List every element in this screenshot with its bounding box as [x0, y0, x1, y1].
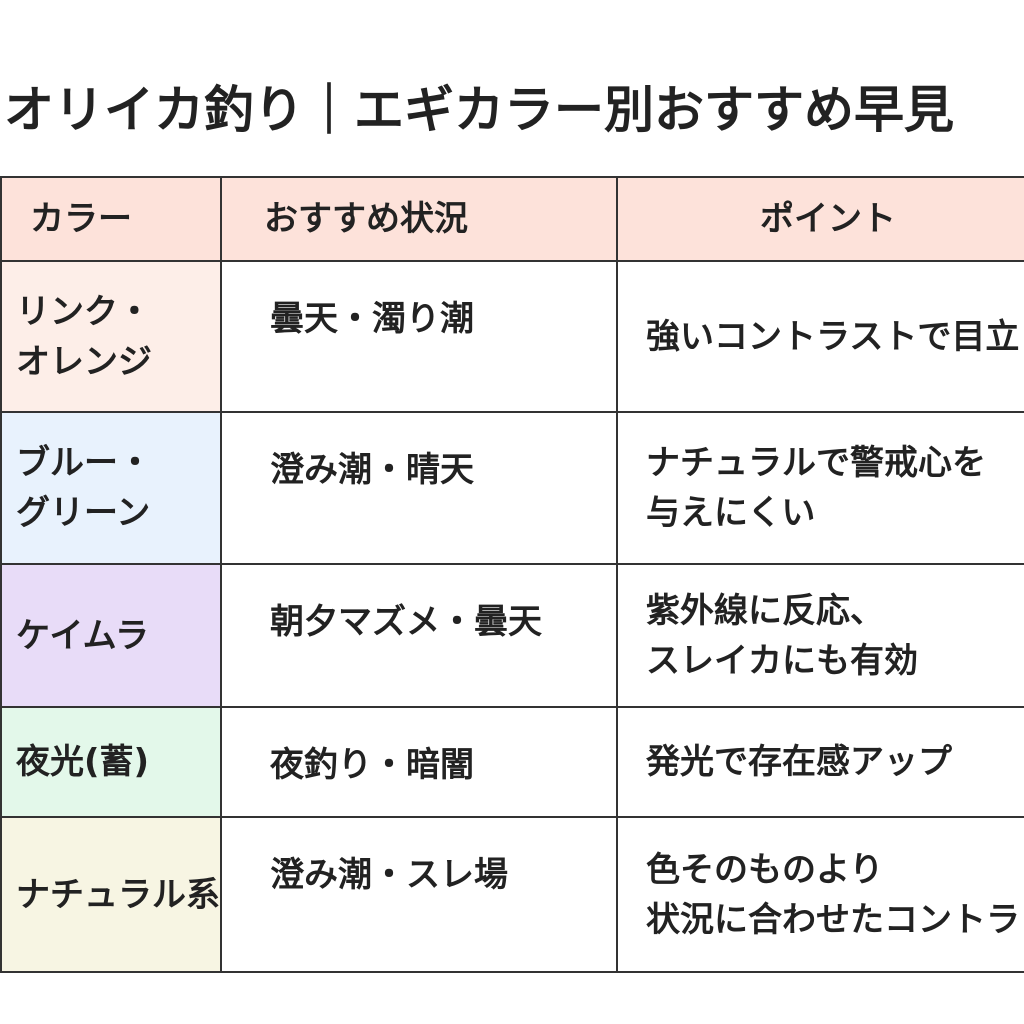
table-cell: ブルー・ グリーン — [0, 411, 222, 565]
cell-text: ナチュラル系 — [16, 874, 220, 915]
cell-text: グリーン — [16, 493, 151, 533]
table-cell: 発光で存在感アップ — [616, 706, 1024, 818]
cell-text: ナチュラルで警戒心を — [646, 443, 986, 483]
table-cell: 色そのものより状況に合わせたコントラ — [616, 816, 1024, 973]
header-cell: おすすめ状況 — [220, 176, 618, 262]
table-cell: ナチュラル系 — [0, 816, 222, 973]
cell-text: ブルー・ — [16, 443, 152, 483]
table-cell: ナチュラルで警戒心を 与えにくい — [616, 411, 1024, 565]
cell-text: 澄み潮・晴天 — [270, 450, 474, 490]
table-cell: 朝夕マズメ・曇天 — [220, 563, 618, 708]
cell-text: 夜光(蓄) — [16, 742, 150, 782]
table-cell: 紫外線に反応、 スレイカにも有効 — [616, 563, 1024, 708]
header-cell: カラー — [0, 176, 222, 262]
cell-text: おすすめ状況 — [264, 199, 468, 239]
cell-text: 曇天・濁り潮 — [270, 299, 474, 339]
table-cell: リンク・ オレンジ — [0, 260, 222, 413]
cell-text: スレイカにも有効 — [646, 640, 918, 681]
table-cell: 澄み潮・晴天 — [220, 411, 618, 565]
cell-text: 色そのものより — [646, 849, 884, 890]
title: オリイカ釣り｜エギカラー別おすすめ早見 — [4, 81, 954, 139]
cell-text: 夜釣り・暗闇 — [270, 745, 474, 785]
table-cell: 強いコントラストで目立 — [616, 260, 1024, 413]
cell-text: 与えにくい — [646, 493, 816, 533]
cell-text: リンク・ — [16, 291, 152, 332]
table-cell: 夜光(蓄) — [0, 706, 222, 818]
cell-text: 朝夕マズメ・曇天 — [270, 602, 542, 642]
cell-text: 発光で存在感アップ — [646, 742, 952, 782]
cell-text: ケイムラ — [16, 615, 149, 656]
cell-text: 状況に合わせたコントラ — [646, 899, 1020, 940]
cell-text: ポイント — [760, 199, 896, 239]
cell-text: カラー — [30, 199, 132, 239]
cell-text: 澄み潮・スレ場 — [270, 855, 508, 895]
cell-text: 強いコントラストで目立 — [646, 316, 1020, 357]
table-cell: 夜釣り・暗闇 — [220, 706, 618, 818]
cell-text: 紫外線に反応、 — [646, 590, 884, 631]
table-cell: 澄み潮・スレ場 — [220, 816, 618, 973]
cell-text: オレンジ — [16, 341, 152, 382]
table-cell: 曇天・濁り潮 — [220, 260, 618, 413]
table-cell: ケイムラ — [0, 563, 222, 708]
header-cell: ポイント — [616, 176, 1024, 262]
